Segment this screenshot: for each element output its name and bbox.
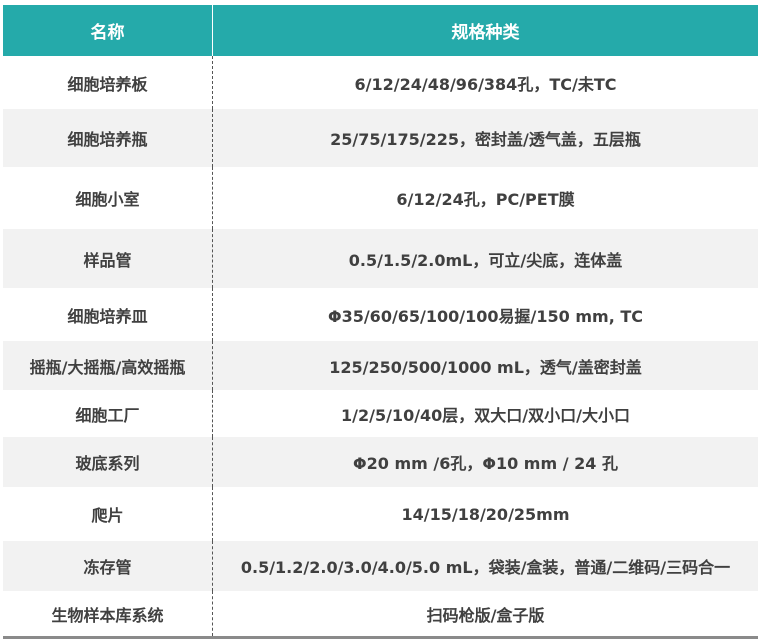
table-row: 生物样本库系统 扫码枪版/盒子版: [3, 591, 758, 636]
row-name: 细胞培养瓶: [3, 109, 213, 167]
row-spec: 0.5/1.2/2.0/3.0/4.0/5.0 mL，袋装/盒装，普通/二维码/…: [240, 558, 731, 577]
row-spec: 25/75/175/225，密封盖/透气盖，五层瓶: [330, 130, 641, 149]
product-spec-table: 名称 规格种类 细胞培养板 6/12/24/48/96/384孔，TC/未TC 细…: [3, 5, 758, 636]
row-name: 细胞小室: [3, 167, 213, 229]
table-row: 细胞小室 6/12/24孔，PC/PET膜: [3, 167, 758, 229]
row-name: 样品管: [3, 229, 213, 288]
row-spec: 扫码枪版/盒子版: [426, 605, 545, 625]
row-spec: Φ20 mm /6孔，Φ10 mm / 24 孔: [353, 454, 618, 473]
row-name: 冻存管: [3, 541, 213, 591]
table-row: 爬片 14/15/18/20/25mm: [3, 487, 758, 541]
table-row: 玻底系列 Φ20 mm /6孔，Φ10 mm / 24 孔: [3, 437, 758, 487]
table-row: 细胞培养皿 Φ35/60/65/100/100易握/150 mm, TC: [3, 288, 758, 341]
table-row: 冻存管 0.5/1.2/2.0/3.0/4.0/5.0 mL，袋装/盒装，普通/二…: [3, 541, 758, 591]
row-name: 细胞培养板: [3, 56, 213, 109]
row-name: 生物样本库系统: [3, 591, 213, 636]
table-row: 细胞培养板 6/12/24/48/96/384孔，TC/未TC: [3, 56, 758, 109]
row-spec: 14/15/18/20/25mm: [401, 504, 570, 524]
row-spec: 1/2/5/10/40层，双大口/双小口/大小口: [341, 405, 630, 425]
row-name: 摇瓶/大摇瓶/高效摇瓶: [3, 341, 213, 390]
header-name: 名称: [3, 5, 213, 56]
table-row: 摇瓶/大摇瓶/高效摇瓶 125/250/500/1000 mL，透气/盖密封盖: [3, 341, 758, 390]
table-bottom-border: [3, 636, 758, 639]
table-row: 细胞培养瓶 25/75/175/225，密封盖/透气盖，五层瓶: [3, 109, 758, 167]
row-name: 爬片: [3, 487, 213, 541]
row-name: 细胞工厂: [3, 390, 213, 437]
row-spec: 6/12/24孔，PC/PET膜: [396, 190, 575, 209]
header-spec: 规格种类: [451, 23, 520, 43]
row-spec: 125/250/500/1000 mL，透气/盖密封盖: [329, 357, 642, 377]
table-header: 名称 规格种类: [3, 5, 758, 56]
row-spec: 6/12/24/48/96/384孔，TC/未TC: [354, 74, 617, 94]
table-row: 细胞工厂 1/2/5/10/40层，双大口/双小口/大小口: [3, 390, 758, 437]
row-spec: 0.5/1.5/2.0mL，可立/尖底，连体盖: [348, 250, 623, 270]
row-spec: Φ35/60/65/100/100易握/150 mm, TC: [327, 306, 644, 326]
table-row: 样品管 0.5/1.5/2.0mL，可立/尖底，连体盖: [3, 229, 758, 288]
row-name: 玻底系列: [3, 437, 213, 487]
row-name: 细胞培养皿: [3, 288, 213, 341]
